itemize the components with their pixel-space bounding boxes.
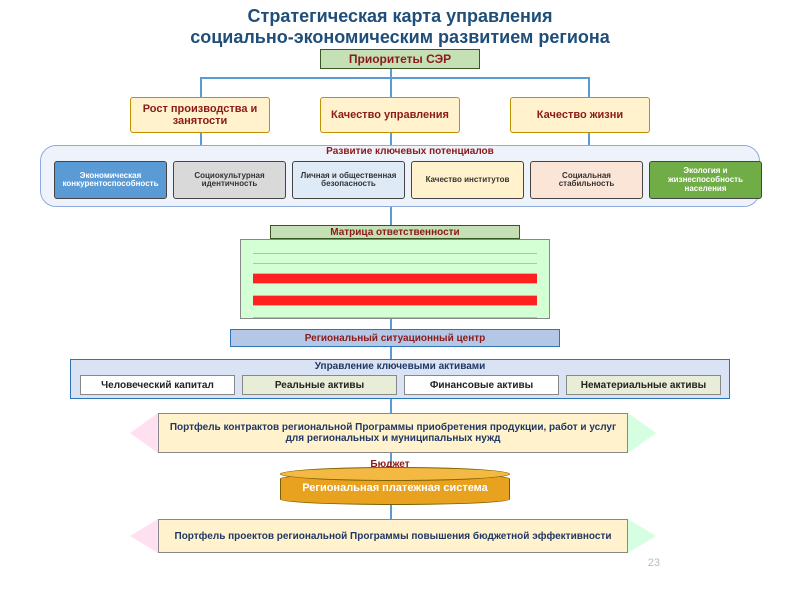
connector (588, 77, 590, 99)
title-line1: Стратегическая карта управления (10, 6, 790, 27)
connector (390, 207, 392, 225)
portfolio-projects: Портфель проектов региональной Программы… (158, 519, 628, 553)
arrow-left (130, 519, 158, 553)
title-line2: социально-экономическим развитием регион… (10, 27, 790, 48)
potential-box: Социокультурная идентичность (173, 161, 286, 199)
matrix-body (240, 239, 550, 319)
connector (200, 77, 590, 79)
connector (390, 77, 392, 99)
asset-box: Нематериальные активы (566, 375, 721, 395)
arrow-right (628, 413, 656, 453)
connector (390, 399, 392, 413)
potential-box: Экономическая конкурентоспособность (54, 161, 167, 199)
potential-box: Экология и жизнеспособность населения (649, 161, 762, 199)
portfolio-contracts: Портфель контрактов региональной Програм… (158, 413, 628, 453)
assets-title: Управление ключевыми активами (290, 360, 510, 373)
arrow-left (130, 413, 158, 453)
potentials-title: Развитие ключевых потенциалов (310, 144, 510, 158)
priority-box: Качество жизни (510, 97, 650, 133)
potential-box: Личная и общественная безопасность (292, 161, 405, 199)
priority-box: Качество управления (320, 97, 460, 133)
matrix-title: Матрица ответственности (270, 225, 520, 239)
asset-box: Реальные активы (242, 375, 397, 395)
arrow-right (628, 519, 656, 553)
connector (390, 505, 392, 519)
potential-box: Качество институтов (411, 161, 524, 199)
priorities-header: Приоритеты СЭР (320, 49, 480, 69)
situation-center: Региональный ситуационный центр (230, 329, 560, 347)
asset-box: Человеческий капитал (80, 375, 235, 395)
priority-box: Рост производства и занятости (130, 97, 270, 133)
connector (390, 319, 392, 329)
connector (200, 77, 202, 99)
potential-box: Социальная стабильность (530, 161, 643, 199)
payment-system-label: Региональная платежная система (280, 475, 510, 501)
page-number: 23 (648, 557, 660, 569)
diagram-stage: Приоритеты СЭР Рост производства и занят… (20, 49, 780, 589)
connector (390, 347, 392, 359)
asset-box: Финансовые активы (404, 375, 559, 395)
